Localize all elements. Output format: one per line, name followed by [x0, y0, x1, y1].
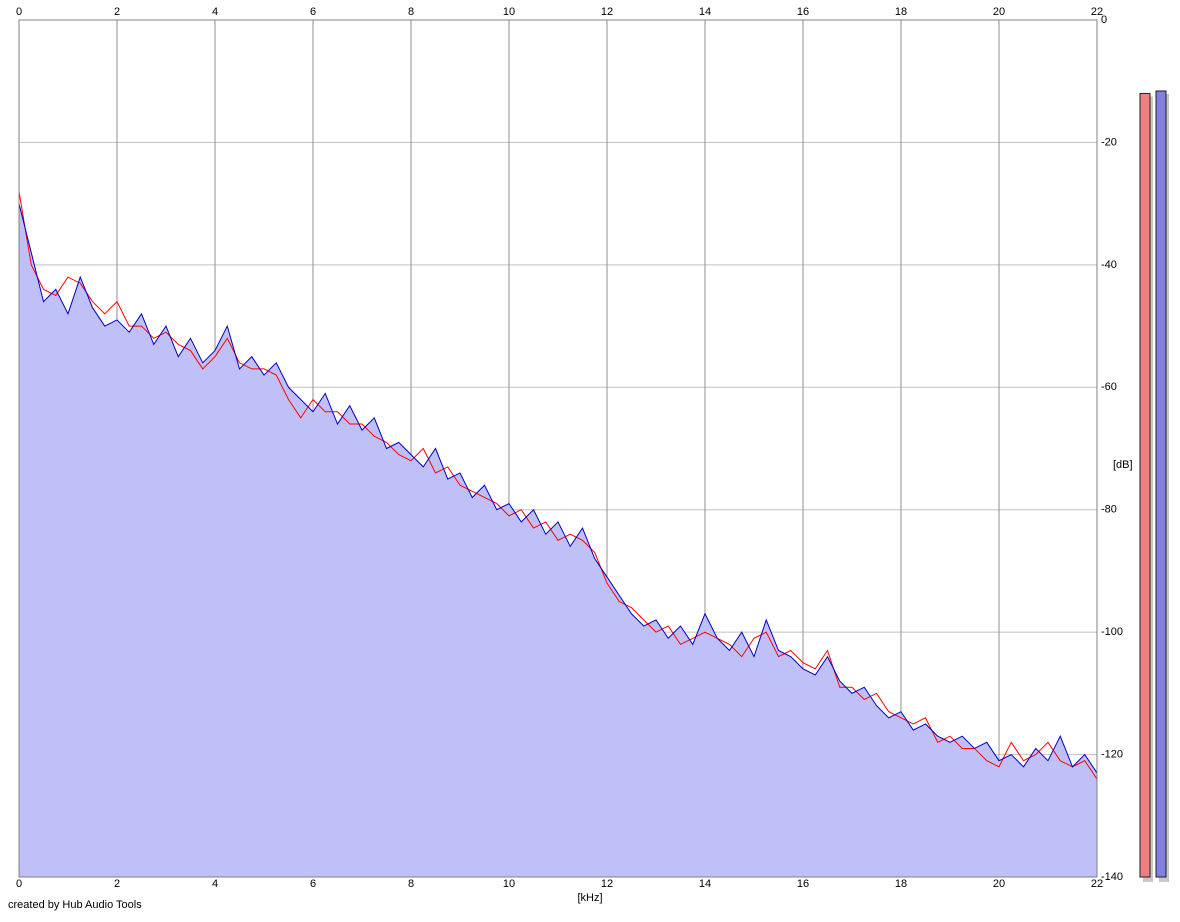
footer: created by Hub Audio Tools: [8, 899, 142, 911]
spectrum-line: [18, 191, 1098, 780]
x-tick-label: 10: [503, 6, 515, 18]
level-meter: [1155, 90, 1167, 878]
level-meter: [1139, 92, 1151, 878]
spectrum-line: [18, 203, 1098, 774]
x-tick-label: 0: [16, 878, 22, 890]
y-tick-label: -40: [1101, 259, 1117, 271]
x-tick-label: 16: [797, 878, 809, 890]
plot-area: 0-20-40-60-80-100-120-140002244668810101…: [16, 6, 1123, 890]
x-tick-label: 8: [408, 878, 414, 890]
x-tick-label: 18: [895, 6, 907, 18]
x-tick-label: 6: [310, 6, 316, 18]
x-tick-label: 22: [1091, 878, 1103, 890]
x-tick-label: 20: [993, 878, 1005, 890]
x-tick-label: 4: [212, 6, 218, 18]
x-tick-label: 4: [212, 878, 218, 890]
x-tick-label: 14: [699, 6, 711, 18]
x-tick-label: 16: [797, 6, 809, 18]
x-tick-label: 18: [895, 878, 907, 890]
y-tick-label: -140: [1101, 871, 1123, 883]
x-tick-label: 14: [699, 878, 711, 890]
y-tick-label: -100: [1101, 626, 1123, 638]
plot-border: [18, 19, 1098, 878]
x-axis-label: [kHz]: [577, 892, 602, 904]
y-tick-label: -60: [1101, 381, 1117, 393]
y-tick-label: -80: [1101, 504, 1117, 516]
x-tick-label: 20: [993, 6, 1005, 18]
x-tick-label: 2: [114, 878, 120, 890]
x-tick-label: 0: [16, 6, 22, 18]
y-tick-label: 0: [1101, 14, 1107, 26]
y-tick-label: -20: [1101, 136, 1117, 148]
y-tick-label: -120: [1101, 748, 1123, 760]
x-tick-label: 6: [310, 878, 316, 890]
x-tick-label: 12: [601, 6, 613, 18]
x-tick-label: 8: [408, 6, 414, 18]
y-axis-label: [dB]: [1113, 459, 1133, 471]
x-tick-label: 10: [503, 878, 515, 890]
x-tick-label: 12: [601, 878, 613, 890]
x-tick-label: 2: [114, 6, 120, 18]
x-tick-label: 22: [1091, 6, 1103, 18]
